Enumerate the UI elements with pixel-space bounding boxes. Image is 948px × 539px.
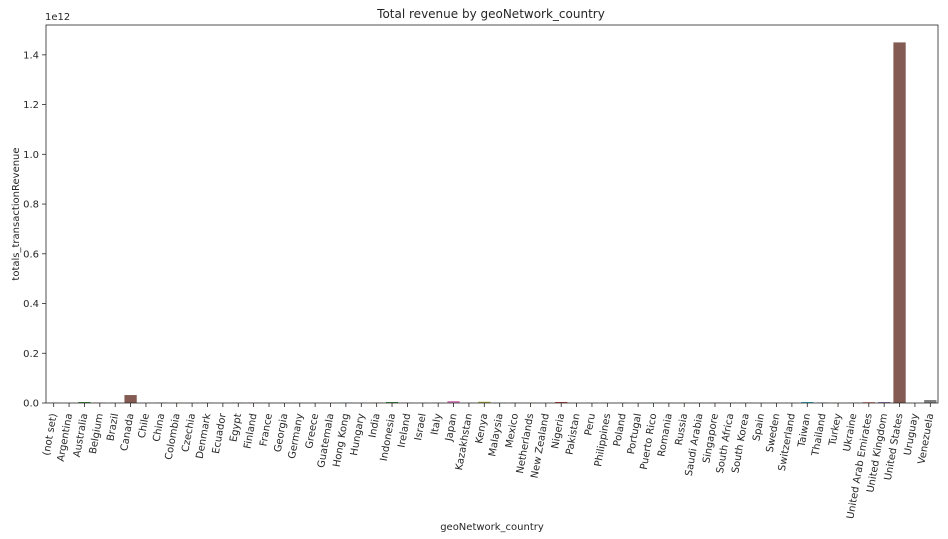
x-tick-label-23: Ireland xyxy=(397,413,414,449)
bar-49 xyxy=(801,402,814,403)
y-tick-label-2: 0.4 xyxy=(23,299,39,310)
bar-33 xyxy=(555,402,568,403)
x-tick-label-21: India xyxy=(368,413,383,439)
x-tick-label-29: Malaysia xyxy=(487,413,505,458)
x-tick-label-4: Brazil xyxy=(105,413,121,442)
bar-26 xyxy=(447,401,460,403)
x-tick-label-33: Nigeria xyxy=(550,413,567,450)
x-tick-label-16: Germany xyxy=(287,413,306,460)
bar-22 xyxy=(385,402,399,403)
chart-title: Total revenue by geoNetwork_country xyxy=(376,7,605,21)
y-ticks-group: 0.0 0.2 0.4 0.6 0.8 1.0 1.2 1.4 xyxy=(23,50,46,410)
x-tick-label-52: Ukraine xyxy=(842,413,860,453)
x-tick-label-11: Ecuador xyxy=(211,412,229,455)
y-tick-label-3: 0.6 xyxy=(23,249,39,260)
x-tick-label-9: Czechia xyxy=(180,413,198,453)
bars-group xyxy=(47,42,937,403)
y-tick-label-6: 1.2 xyxy=(23,100,39,111)
x-tick-label-3: Belgium xyxy=(88,413,106,455)
x-tick-label-14: France xyxy=(258,413,275,448)
x-tick-label-17: Greece xyxy=(304,413,321,450)
x-tick-label-20: Hungary xyxy=(349,413,367,457)
x-tick-label-50: Thailand xyxy=(810,413,828,458)
x-tick-label-41: Russia xyxy=(674,413,690,447)
x-tick-label-51: Turkey xyxy=(827,413,844,448)
x-tick-label-28: Kenya xyxy=(474,413,490,445)
x-tick-label-35: Peru xyxy=(583,413,598,437)
bar-55 xyxy=(893,42,906,403)
x-tick-label-46: Spain xyxy=(751,413,767,442)
y-tick-label-7: 1.4 xyxy=(23,50,39,61)
x-tick-label-12: Egypt xyxy=(228,413,244,443)
x-axis-label: geoNetwork_country xyxy=(440,522,544,533)
y-tick-label-1: 0.2 xyxy=(23,349,39,360)
x-tick-label-6: Chile xyxy=(137,413,152,440)
x-tick-label-30: Mexico xyxy=(504,413,521,449)
x-tick-label-5: Canada xyxy=(119,413,136,452)
x-tick-label-24: Israel xyxy=(413,413,429,442)
x-tick-label-26: Japan xyxy=(444,413,460,443)
bar-5 xyxy=(124,395,137,403)
y-axis-label: totals_transactionRevenue xyxy=(11,147,22,280)
y-tick-label-4: 0.8 xyxy=(23,200,39,211)
x-tick-label-7: China xyxy=(152,413,168,443)
bar-57 xyxy=(924,400,937,403)
x-tick-label-49: Taiwan xyxy=(796,413,813,449)
x-tick-label-15: Georgia xyxy=(273,413,291,454)
x-tick-label-47: Sweden xyxy=(765,413,783,454)
x-tick-label-37: Poland xyxy=(612,413,629,448)
x-tick-label-8: Colombia xyxy=(164,413,183,461)
x-tick-label-13: Finland xyxy=(243,413,260,450)
x-tick-label-40: Romania xyxy=(656,413,674,458)
x-tick-label-25: Italy xyxy=(430,413,445,436)
bar-28 xyxy=(478,401,491,403)
x-tick-label-22: Indonesia xyxy=(379,413,398,463)
x-tick-label-34: Pakistan xyxy=(564,413,582,456)
bar-54 xyxy=(878,402,891,403)
y-tick-label-5: 1.0 xyxy=(23,150,39,161)
plot-frame xyxy=(45,24,939,404)
bar-2 xyxy=(78,402,91,403)
y-axis-scale-label: 1e12 xyxy=(45,12,70,23)
y-tick-label-0: 0.0 xyxy=(23,399,39,410)
